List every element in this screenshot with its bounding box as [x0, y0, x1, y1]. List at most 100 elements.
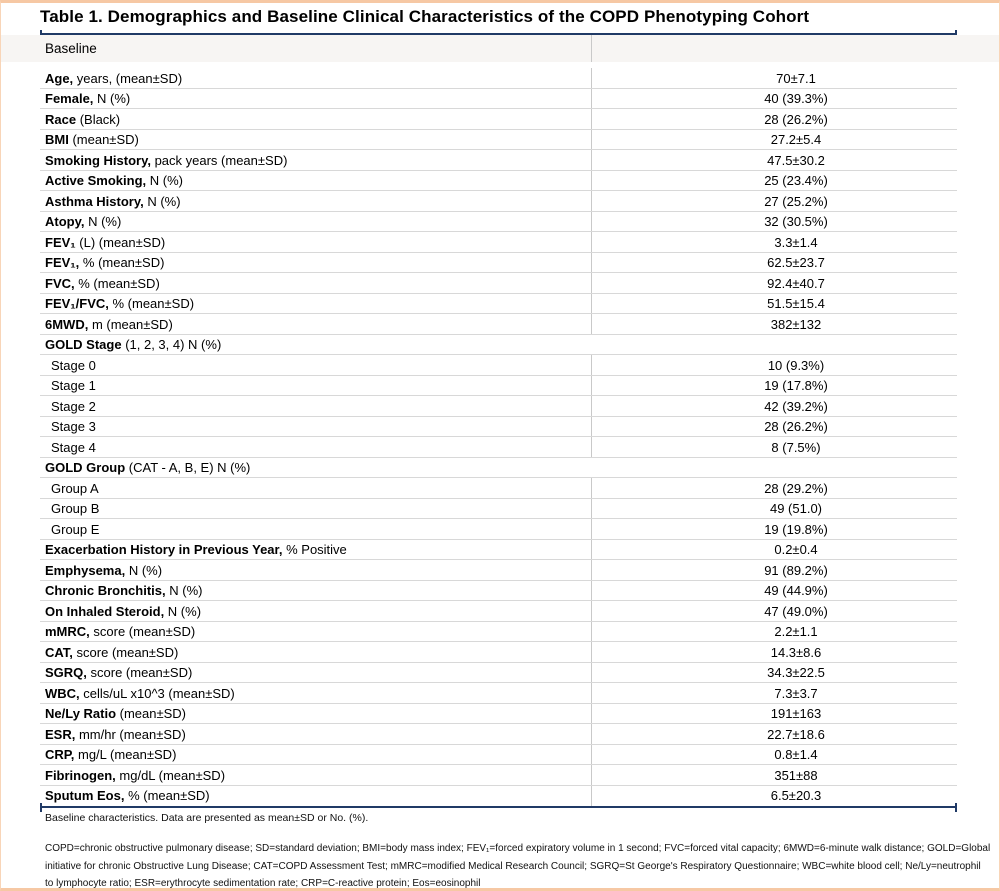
row-label: mMRC, score (mean±SD) [0, 621, 592, 642]
table-row: Group E 19 (19.8%) [0, 519, 1000, 540]
row-value: 27 (25.2%) [764, 193, 828, 209]
abbreviation-line: to lymphocyte ratio; ESR=erythrocyte sed… [45, 878, 481, 889]
row-label: Race (Black) [0, 109, 592, 130]
table-row: SGRQ, score (mean±SD) 34.3±22.5 [0, 662, 1000, 683]
row-label: Exacerbation History in Previous Year, %… [0, 539, 592, 560]
row-value: 6.5±20.3 [770, 788, 822, 804]
row-value: 22.7±18.6 [767, 726, 825, 742]
row-value: 28 (26.2%) [764, 419, 828, 435]
table-row: Age, years, (mean±SD) 70±7.1 [0, 68, 1000, 89]
header-label: Baseline [0, 35, 592, 62]
row-label: Stage 2 [0, 396, 592, 417]
table-row: Asthma History, N (%) 27 (25.2%) [0, 191, 1000, 212]
table-row: Chronic Bronchitis, N (%) 49 (44.9%) [0, 580, 1000, 601]
row-label: SGRQ, score (mean±SD) [0, 662, 592, 683]
row-label: Stage 3 [0, 416, 592, 437]
row-value: 14.3±8.6 [770, 644, 822, 660]
row-value: 19 (19.8%) [764, 521, 828, 537]
row-label: Asthma History, N (%) [0, 191, 592, 212]
table-row: Stage 0 10 (9.3%) [0, 355, 1000, 376]
row-label: 6MWD, m (mean±SD) [0, 314, 592, 335]
table-row: FEV₁, % (mean±SD) 62.5±23.7 [0, 252, 1000, 273]
abbreviation-line: COPD=chronic obstructive pulmonary disea… [45, 843, 991, 854]
table-row: mMRC, score (mean±SD) 2.2±1.1 [0, 621, 1000, 642]
row-value: 92.4±40.7 [767, 275, 825, 291]
row-label: Emphysema, N (%) [0, 560, 592, 581]
row-value: 27.2±5.4 [770, 132, 822, 148]
table-title: Table 1. Demographics and Baseline Clini… [40, 7, 810, 26]
row-label: CRP, mg/L (mean±SD) [0, 744, 592, 765]
footnote-abbreviations: COPD=chronic obstructive pulmonary disea… [45, 840, 990, 891]
table-row: Exacerbation History in Previous Year, %… [0, 539, 1000, 560]
table-row: ESR, mm/hr (mean±SD) 22.7±18.6 [0, 724, 1000, 745]
row-label: ESR, mm/hr (mean±SD) [0, 724, 592, 745]
row-value: 70±7.1 [776, 70, 816, 86]
table-top-rule [40, 30, 957, 39]
row-label: Stage 0 [0, 355, 592, 376]
table-row: Emphysema, N (%) 91 (89.2%) [0, 560, 1000, 581]
row-value: 34.3±22.5 [767, 665, 825, 681]
row-value: 28 (26.2%) [764, 111, 828, 127]
table-row: Stage 1 19 (17.8%) [0, 375, 1000, 396]
table-row: Atopy, N (%) 32 (30.5%) [0, 211, 1000, 232]
table-row: CAT, score (mean±SD) 14.3±8.6 [0, 642, 1000, 663]
table-row: WBC, cells/uL x10^3 (mean±SD) 7.3±3.7 [0, 683, 1000, 704]
table-row: FEV₁/FVC, % (mean±SD) 51.5±15.4 [0, 293, 1000, 314]
row-label: Atopy, N (%) [0, 211, 592, 232]
row-value: 49 (44.9%) [764, 583, 828, 599]
row-value: 28 (29.2%) [764, 480, 828, 496]
row-label: On Inhaled Steroid, N (%) [0, 601, 592, 622]
row-label: FEV₁ (L) (mean±SD) [0, 232, 592, 253]
table-row: Ne/Ly Ratio (mean±SD) 191±163 [0, 703, 1000, 724]
table-row: Sputum Eos, % (mean±SD) 6.5±20.3 [0, 785, 1000, 806]
row-label: GOLD Group (CAT - A, B, E) N (%) [45, 460, 251, 476]
row-label: CAT, score (mean±SD) [0, 642, 592, 663]
table-row: GOLD Stage (1, 2, 3, 4) N (%) [0, 335, 1000, 356]
table-row: Stage 4 8 (7.5%) [0, 437, 1000, 458]
row-value: 49 (51.0) [769, 501, 823, 517]
abbreviation-line: initiative for chronic Obstructive Lung … [45, 860, 981, 872]
row-label: Female, N (%) [0, 88, 592, 109]
footnote-caption: Baseline characteristics. Data are prese… [45, 812, 369, 824]
table-row: FVC, % (mean±SD) 92.4±40.7 [0, 273, 1000, 294]
table-bottom-rule [40, 803, 957, 812]
row-label: Stage 1 [0, 375, 592, 396]
row-value: 191±163 [770, 706, 822, 722]
table-header-row: Baseline [0, 35, 1000, 62]
row-value: 19 (17.8%) [764, 378, 828, 394]
row-label: GOLD Stage (1, 2, 3, 4) N (%) [45, 337, 222, 353]
table-row: Female, N (%) 40 (39.3%) [0, 88, 1000, 109]
row-value: 351±88 [774, 767, 818, 783]
row-label: Age, years, (mean±SD) [0, 68, 592, 89]
table-row: On Inhaled Steroid, N (%) 47 (49.0%) [0, 601, 1000, 622]
table-row: BMI (mean±SD) 27.2±5.4 [0, 129, 1000, 150]
row-label: Sputum Eos, % (mean±SD) [0, 785, 592, 806]
table-row: Smoking History, pack years (mean±SD) 47… [0, 150, 1000, 171]
row-value: 40 (39.3%) [764, 91, 828, 107]
table-row: 6MWD, m (mean±SD) 382±132 [0, 314, 1000, 335]
row-label: Active Smoking, N (%) [0, 170, 592, 191]
row-label: Fibrinogen, mg/dL (mean±SD) [0, 765, 592, 786]
row-value: 91 (89.2%) [764, 562, 828, 578]
row-label: FVC, % (mean±SD) [0, 273, 592, 294]
row-label: Group A [0, 478, 592, 499]
row-value: 25 (23.4%) [764, 173, 828, 189]
row-value: 8 (7.5%) [771, 439, 821, 455]
row-label: Chronic Bronchitis, N (%) [0, 580, 592, 601]
row-value: 10 (9.3%) [767, 357, 825, 373]
table-row: Fibrinogen, mg/dL (mean±SD) 351±88 [0, 765, 1000, 786]
table-row: Race (Black) 28 (26.2%) [0, 109, 1000, 130]
row-value: 47.5±30.2 [767, 152, 825, 168]
row-label: Stage 4 [0, 437, 592, 458]
row-label: BMI (mean±SD) [0, 129, 592, 150]
row-value: 2.2±1.1 [774, 624, 818, 640]
row-value: 3.3±1.4 [774, 234, 818, 250]
table-row: FEV₁ (L) (mean±SD) 3.3±1.4 [0, 232, 1000, 253]
row-value: 47 (49.0%) [764, 603, 828, 619]
table-row: GOLD Group (CAT - A, B, E) N (%) [0, 458, 1000, 479]
row-value: 51.5±15.4 [767, 296, 825, 312]
row-value: 42 (39.2%) [764, 398, 828, 414]
row-value: 0.8±1.4 [774, 747, 818, 763]
row-label: Group E [0, 519, 592, 540]
